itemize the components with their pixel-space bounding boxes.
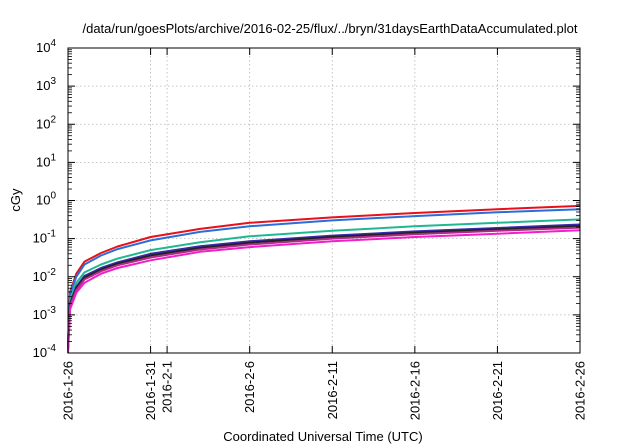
y-tick-labels: 10-4 10-3 10-2 10-1 100 101 102 103 104 <box>33 38 57 360</box>
y-axis-label: cGy <box>8 188 23 212</box>
x-tick-label: 2016-2-16 <box>407 361 422 420</box>
x-tick-label: 2016-2-6 <box>242 361 257 413</box>
series-line <box>67 226 581 352</box>
y-tick-label: 100 <box>36 191 56 208</box>
y-tick-label: 102 <box>36 114 56 131</box>
series-lines <box>67 204 581 354</box>
x-tick-label: 2016-2-1 <box>160 361 175 413</box>
y-tick-label: 10-4 <box>33 343 57 360</box>
x-axis-label: Coordinated Universal Time (UTC) <box>223 429 422 444</box>
y-tick-label: 10-1 <box>33 229 57 246</box>
series-line <box>67 204 581 342</box>
grid-lines <box>67 47 581 354</box>
series-line <box>67 218 581 347</box>
series-line <box>67 223 581 349</box>
series-line <box>67 225 581 351</box>
x-tick-label: 2016-2-21 <box>490 361 505 420</box>
y-tick-label: 10-3 <box>33 305 57 322</box>
chart-title: /data/run/goesPlots/archive/2016-02-25/f… <box>82 21 577 36</box>
y-tick-label: 101 <box>36 152 56 169</box>
y-tick-label: 10-2 <box>33 267 57 284</box>
axis-ticks <box>67 47 581 354</box>
series-line <box>67 229 581 354</box>
x-tick-label: 2016-2-11 <box>325 361 340 419</box>
y-tick-label: 103 <box>36 76 56 93</box>
x-tick-labels: 2016-1-26 2016-1-31 2016-2-1 2016-2-6 2016-2… <box>61 361 588 420</box>
x-tick-label: 2016-1-26 <box>61 361 76 420</box>
series-line <box>67 208 581 344</box>
x-tick-label: 2016-1-31 <box>143 361 158 420</box>
y-tick-label: 104 <box>36 38 56 55</box>
x-tick-label: 2016-2-26 <box>573 361 588 420</box>
